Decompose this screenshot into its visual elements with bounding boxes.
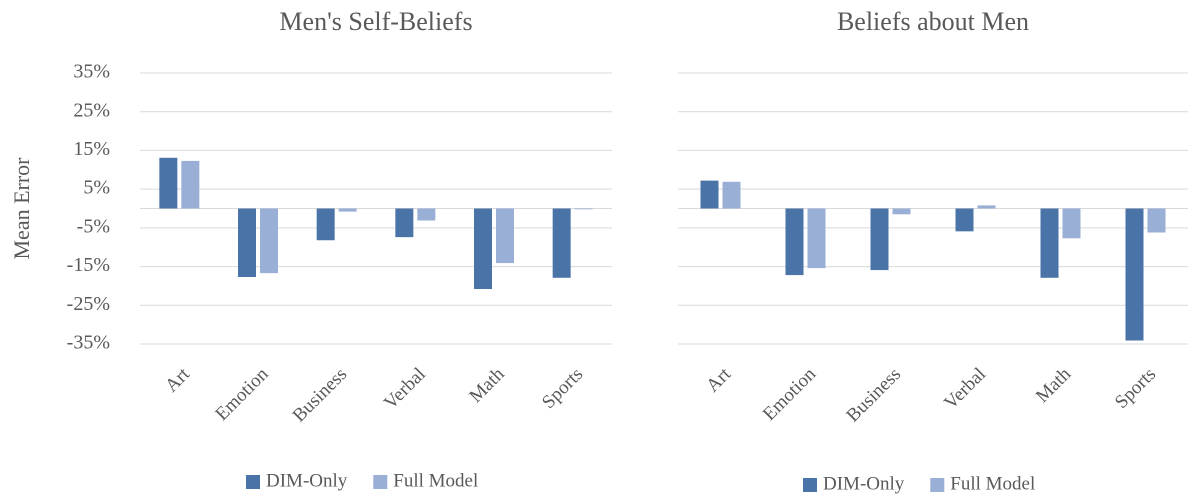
bar — [892, 208, 911, 215]
bar — [574, 208, 593, 210]
bar — [395, 208, 414, 238]
bar — [807, 208, 826, 269]
bar — [955, 208, 974, 232]
bar — [552, 208, 571, 278]
bar — [785, 208, 804, 276]
legend-swatch — [246, 475, 260, 489]
bar — [870, 208, 889, 271]
legend-swatch — [803, 478, 817, 492]
y-tick-label: 5% — [83, 177, 110, 199]
legend-label: Full Model — [393, 470, 478, 491]
y-axis-label: Mean Error — [9, 157, 34, 260]
bar — [1062, 208, 1081, 239]
y-tick-label: -25% — [67, 293, 110, 315]
y-tick-label: 15% — [73, 138, 110, 160]
bar — [474, 208, 492, 290]
bar — [722, 181, 741, 209]
bar — [238, 208, 256, 278]
y-tick-label: 25% — [73, 99, 110, 121]
y-tick-label: 35% — [73, 61, 110, 83]
x-tick-label: Art — [161, 363, 194, 396]
y-tick-label: -5% — [77, 215, 110, 237]
bar — [1040, 208, 1059, 278]
bar — [260, 208, 278, 274]
bar — [338, 208, 357, 212]
bar — [1125, 208, 1144, 341]
legend-swatch — [930, 478, 945, 492]
y-tick-label: -35% — [67, 332, 110, 354]
bar — [159, 157, 178, 209]
y-tick-label: -15% — [67, 254, 110, 276]
x-tick-label: Verbal — [380, 364, 430, 414]
chart-title: Beliefs about Men — [837, 7, 1029, 36]
chart-title: Men's Self-Beliefs — [279, 7, 472, 36]
bar — [700, 180, 719, 209]
x-tick-label: Sports — [538, 364, 587, 413]
bar — [977, 205, 996, 209]
legend-swatch — [373, 475, 388, 489]
x-tick-label: Business — [289, 364, 352, 427]
x-tick-label: Sports — [1111, 364, 1160, 413]
x-tick-label: Math — [465, 363, 509, 407]
bar — [1147, 208, 1166, 233]
legend-label: Full Model — [950, 473, 1035, 494]
bar — [316, 208, 335, 241]
legend-label: DIM-Only — [823, 473, 905, 494]
x-tick-label: Emotion — [211, 363, 272, 424]
legend-label: DIM-Only — [266, 470, 348, 491]
bar — [181, 160, 200, 209]
x-tick-label: Emotion — [759, 363, 820, 424]
bar — [417, 208, 436, 221]
x-tick-label: Art — [702, 363, 735, 396]
bar — [496, 208, 514, 264]
x-tick-label: Verbal — [940, 364, 990, 414]
x-tick-label: Math — [1032, 363, 1076, 407]
x-tick-label: Business — [842, 364, 905, 427]
